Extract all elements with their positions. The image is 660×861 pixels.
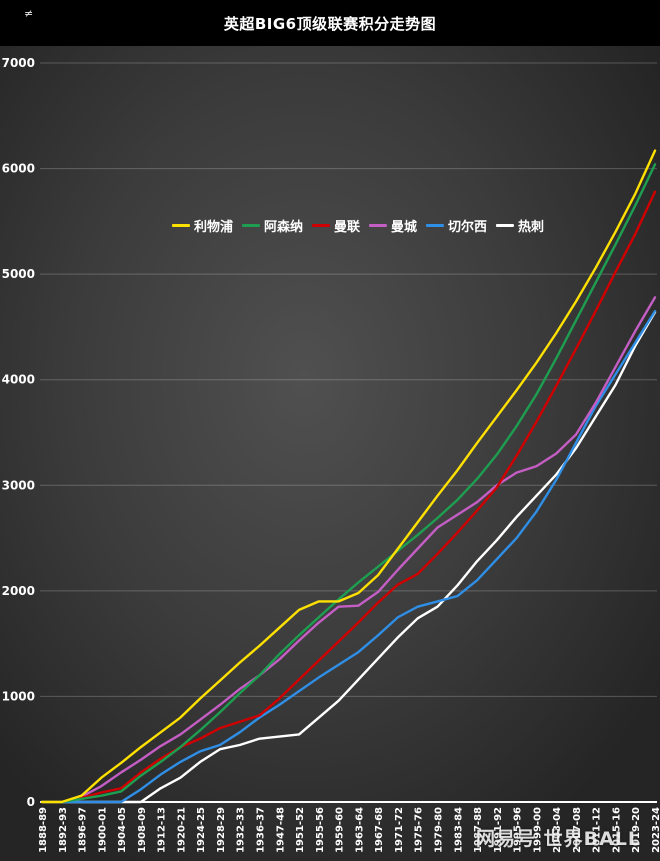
legend-swatch [241,224,260,227]
y-tick-label: 0 [27,795,35,809]
y-tick-label: 4000 [2,373,35,387]
x-tick-label: 1967-68 [374,807,385,853]
x-tick-label: 1912-13 [157,807,168,853]
x-tick-label: 2003-04 [552,807,563,853]
x-tick-label: 2019-20 [631,807,642,853]
legend-swatch [171,224,190,227]
x-tick-label: 1896-97 [78,807,89,853]
x-tick-label: 1955-56 [315,807,326,853]
x-tick-label: 1928-29 [216,807,227,853]
page-title: 英超BIG6顶级联赛积分走势图 [223,14,437,33]
series-line-曼联 [40,190,657,804]
legend-item-热刺: 热刺 [496,216,544,235]
legend-item-切尔西: 切尔西 [426,216,487,235]
x-tick-label: 1975-76 [414,807,425,853]
series-line-利物浦 [40,149,657,804]
legend-item-曼联: 曼联 [311,216,360,235]
legend-label: 曼联 [333,220,360,235]
y-tick-label: 7000 [2,56,35,70]
x-tick-label: 1932-33 [236,807,247,853]
series-line-切尔西 [40,309,657,804]
series-line-热刺 [40,310,657,804]
corner-mark: ≠ [24,7,34,20]
x-tick-label: 1983-84 [453,807,464,853]
x-tick-label: 1991-92 [493,807,504,853]
legend-swatch [311,224,330,227]
legend-swatch [496,224,515,227]
legend-swatch [369,224,387,227]
y-tick-label: 3000 [2,478,35,492]
legend-label: 热刺 [518,220,545,235]
series-line-曼城 [40,296,657,804]
title-bar: ≠ 英超BIG6顶级联赛积分走势图 [0,0,660,46]
legend-item-利物浦: 利物浦 [171,216,233,235]
legend-item-阿森纳: 阿森纳 [241,216,303,235]
x-tick-label: 1951-52 [295,807,306,853]
x-tick-label: 1924-25 [196,807,207,853]
x-tick-label: 1963-64 [354,807,365,853]
legend-label: 利物浦 [193,220,233,235]
x-tick-label: 1900-01 [97,807,108,853]
y-tick-label: 2000 [2,584,35,598]
x-tick-label: 1999-00 [532,807,543,853]
x-tick-label: 1892-93 [58,807,69,853]
x-tick-label: 1959-60 [335,807,346,853]
legend-item-曼城: 曼城 [369,216,417,235]
x-tick-label: 1971-72 [394,807,405,853]
y-tick-label: 6000 [2,162,35,176]
x-tick-label: 2015-16 [611,807,622,853]
x-tick-label: 1987-88 [473,807,484,853]
x-tick-label: 1888-89 [38,807,49,853]
x-tick-label: 1936-37 [256,807,267,853]
x-tick-label: 1947-48 [275,807,286,853]
legend-swatch [426,224,445,227]
legend-label: 曼城 [391,220,418,235]
y-tick-label: 1000 [2,689,35,703]
x-tick-label: 1979-80 [433,807,444,853]
x-tick-label: 1904-05 [117,807,128,853]
x-tick-label: 2007-08 [572,807,583,853]
x-tick-label: 1908-09 [137,807,148,853]
watermark: 网易号 世界BALL [476,828,642,850]
x-tick-label: 1995-96 [513,807,524,853]
legend: 利物浦 阿森纳 曼联 曼城 切尔西 热刺 [171,216,544,235]
y-tick-label: 5000 [2,267,35,281]
x-tick-label: 2023-24 [651,807,660,853]
x-tick-label: 2011-12 [592,807,603,853]
legend-label: 阿森纳 [263,220,303,235]
series-line-阿森纳 [40,163,657,804]
x-tick-label: 1920-21 [176,807,187,853]
legend-label: 切尔西 [448,220,488,235]
